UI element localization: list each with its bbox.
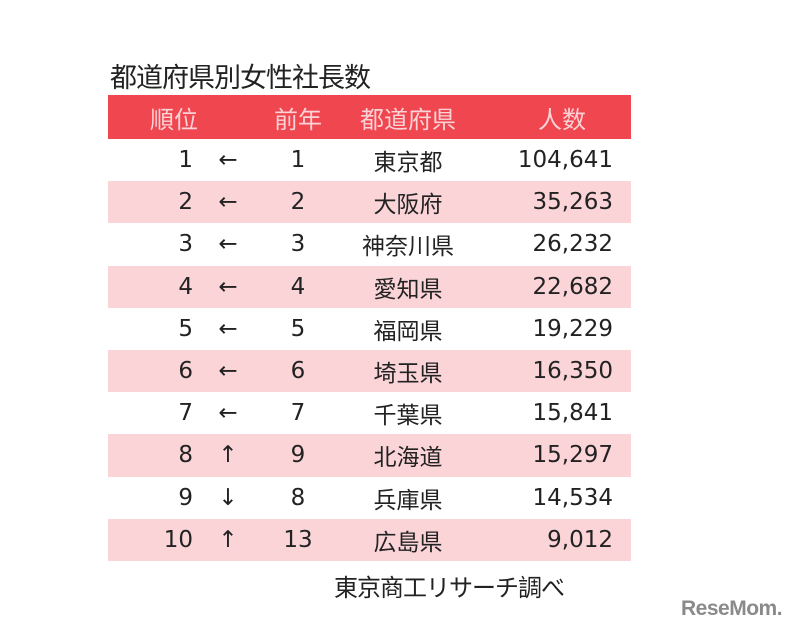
prefecture-cell: 北海道 xyxy=(333,434,483,477)
prefecture-cell: 埼玉県 xyxy=(333,349,483,393)
count-cell: 26,232 xyxy=(532,231,613,258)
prev-rank-cell: 13 xyxy=(263,518,333,561)
prev-rank-cell: 5 xyxy=(290,315,306,342)
prev-rank-cell: 4 xyxy=(263,265,333,308)
change-arrow-icon: ↓ xyxy=(218,484,238,511)
table-row: 7 ← 7 千葉県 15,841 xyxy=(108,392,631,434)
change-arrow-icon: ← xyxy=(218,231,238,258)
rank-cell: 7 xyxy=(178,400,193,427)
rank-cell: 4 xyxy=(108,265,193,308)
count-cell: 14,534 xyxy=(532,484,613,511)
rank-cell: 9 xyxy=(178,484,193,511)
change-arrow-icon: ← xyxy=(193,181,263,224)
count-cell: 9,012 xyxy=(483,518,631,561)
header-row: 順位 前年 都道府県 人数 xyxy=(108,95,631,139)
table-row: 5 ← 5 福岡県 19,229 xyxy=(108,308,631,350)
ranking-table: 順位 前年 都道府県 人数 1 ← 1 東京都 104,641 2 ← 2 大阪府 35,263 3… xyxy=(108,95,631,561)
change-arrow-icon: ↑ xyxy=(193,518,263,561)
header-count: 人数 xyxy=(483,95,631,139)
prefecture-cell: 東京都 xyxy=(373,150,443,177)
count-cell: 15,841 xyxy=(532,400,613,427)
change-arrow-icon: ← xyxy=(193,349,263,393)
prev-rank-cell: 3 xyxy=(290,231,306,258)
resemom-logo: ReseMom. xyxy=(681,597,783,620)
count-cell: 19,229 xyxy=(532,315,613,342)
count-cell: 16,350 xyxy=(483,349,631,393)
count-cell: 15,297 xyxy=(483,434,631,477)
prev-rank-cell: 1 xyxy=(290,147,306,174)
rank-cell: 5 xyxy=(178,315,193,342)
change-arrow-icon: ← xyxy=(218,400,238,427)
table-row: 3 ← 3 神奈川県 26,232 xyxy=(108,223,631,265)
header-prev: 前年 xyxy=(263,95,333,139)
rank-cell: 10 xyxy=(108,518,193,561)
prefecture-cell: 福岡県 xyxy=(373,318,443,345)
prefecture-cell: 大阪府 xyxy=(333,181,483,224)
header-pref: 都道府県 xyxy=(333,95,483,139)
table-row: 1 ← 1 東京都 104,641 xyxy=(108,139,631,181)
rank-cell: 2 xyxy=(108,181,193,224)
change-arrow-icon: ← xyxy=(218,315,238,342)
table-row: 10 ↑ 13 広島県 9,012 xyxy=(108,518,631,561)
prev-rank-cell: 7 xyxy=(290,400,306,427)
change-arrow-icon: ← xyxy=(193,265,263,308)
prev-rank-cell: 8 xyxy=(290,484,306,511)
rank-cell: 1 xyxy=(178,147,193,174)
prev-rank-cell: 6 xyxy=(263,349,333,393)
count-cell: 35,263 xyxy=(483,181,631,224)
rank-cell: 3 xyxy=(178,231,193,258)
rank-cell: 6 xyxy=(108,349,193,393)
header-rank: 順位 xyxy=(108,95,263,139)
table-row: 4 ← 4 愛知県 22,682 xyxy=(108,265,631,308)
change-arrow-icon: ← xyxy=(218,147,238,174)
prefecture-cell: 愛知県 xyxy=(333,265,483,308)
change-arrow-icon: ↑ xyxy=(193,434,263,477)
prefecture-cell: 広島県 xyxy=(333,518,483,561)
table-row: 6 ← 6 埼玉県 16,350 xyxy=(108,349,631,393)
prev-rank-cell: 9 xyxy=(263,434,333,477)
table-row: 2 ← 2 大阪府 35,263 xyxy=(108,181,631,224)
table-title: 都道府県別女性社長数 xyxy=(110,63,371,94)
count-cell: 22,682 xyxy=(483,265,631,308)
prefecture-cell: 千葉県 xyxy=(373,403,443,430)
prefecture-cell: 兵庫県 xyxy=(373,487,443,514)
prefecture-cell: 神奈川県 xyxy=(362,234,454,261)
count-cell: 104,641 xyxy=(517,147,613,174)
source-note: 東京商工リサーチ調べ xyxy=(334,574,565,602)
table-row: 8 ↑ 9 北海道 15,297 xyxy=(108,434,631,477)
rank-cell: 8 xyxy=(108,434,193,477)
table-row: 9 ↓ 8 兵庫県 14,534 xyxy=(108,477,631,519)
prev-rank-cell: 2 xyxy=(263,181,333,224)
